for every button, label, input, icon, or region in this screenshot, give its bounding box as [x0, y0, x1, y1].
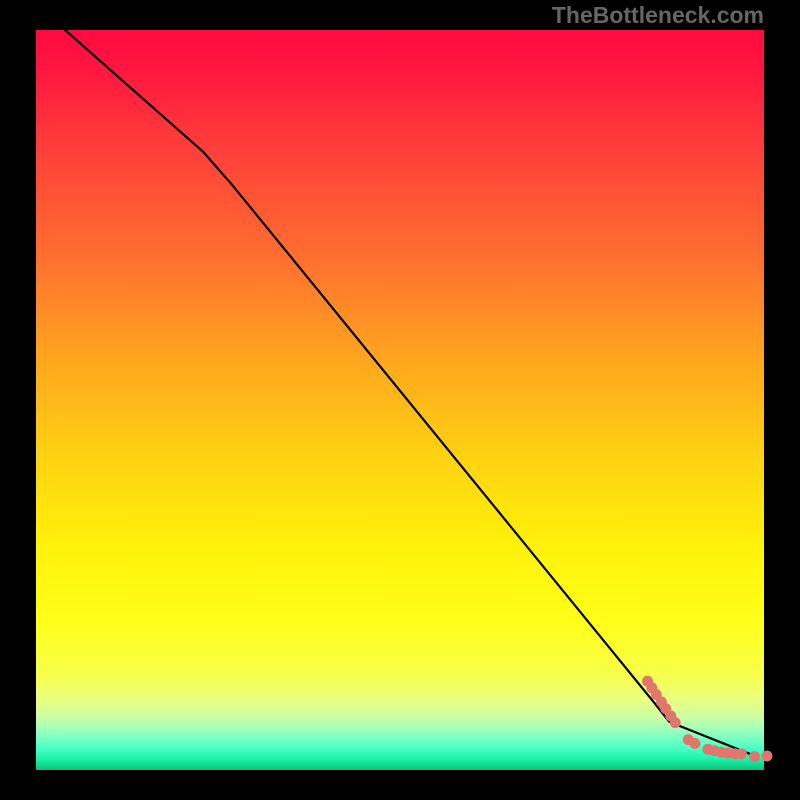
bottleneck-curve-chart	[0, 0, 800, 800]
data-marker	[761, 750, 772, 761]
data-marker	[749, 751, 760, 762]
data-marker	[736, 748, 747, 759]
data-marker	[670, 717, 681, 728]
plot-area	[36, 30, 764, 770]
data-marker	[689, 738, 700, 749]
watermark-text: TheBottleneck.com	[552, 2, 764, 29]
chart-container: TheBottleneck.com	[0, 0, 800, 800]
